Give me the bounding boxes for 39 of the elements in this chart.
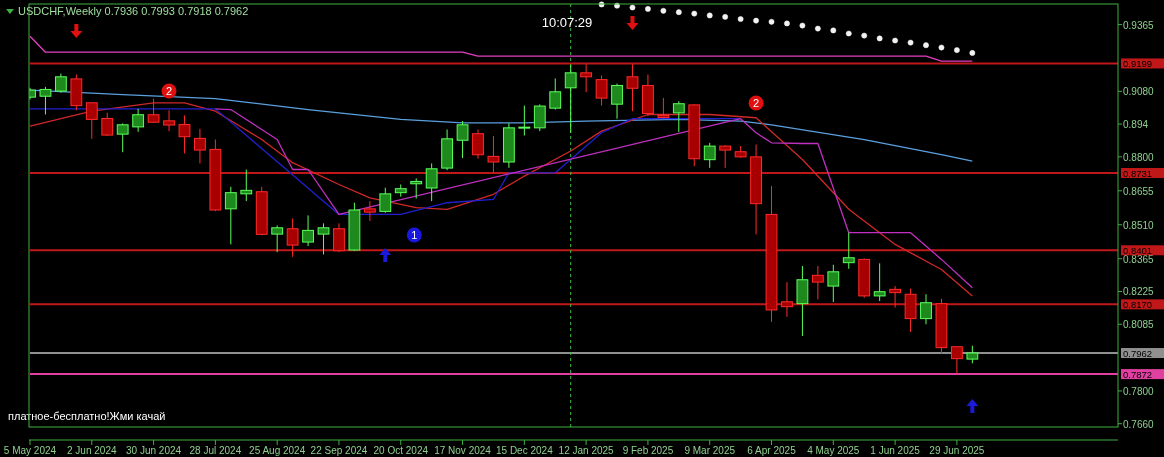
- y-tick-label: 0.8655: [1123, 185, 1155, 197]
- annotation: 1: [411, 229, 418, 241]
- annotation: 10:07:29: [541, 15, 593, 30]
- ref-line-label: 0.9199: [1123, 57, 1153, 69]
- y-tick-label: 0.8365: [1123, 253, 1155, 265]
- x-tick-label: 1 Jun 2025: [870, 445, 921, 456]
- x-tick-label: 22 Sep 2024: [310, 445, 368, 456]
- x-tick-label: 9 Feb 2025: [622, 445, 674, 456]
- x-tick-label: 30 Jun 2024: [126, 445, 182, 456]
- x-tick-label: 25 Aug 2024: [249, 445, 306, 456]
- annotation: 2: [753, 97, 760, 109]
- y-tick-label: 0.8225: [1123, 286, 1155, 298]
- y-tick-label: 0.894: [1123, 119, 1149, 131]
- x-tick-label: 15 Dec 2024: [495, 445, 554, 456]
- x-tick-label: 29 Jun 2025: [929, 445, 985, 456]
- x-tick-label: 9 Mar 2025: [684, 445, 736, 456]
- y-tick-label: 0.7660: [1123, 418, 1155, 430]
- x-tick-label: 17 Nov 2024: [434, 445, 492, 456]
- x-tick-label: 28 Jul 2024: [189, 445, 242, 456]
- y-tick-label: 0.9080: [1123, 86, 1155, 98]
- y-tick-label: 0.9365: [1123, 19, 1155, 31]
- annotation: платное-бесплатно!Жми качай: [8, 410, 166, 422]
- chart-title: USDCHF,Weekly 0.7936 0.7993 0.7918 0.7962: [18, 5, 249, 17]
- y-tick-label: 0.8800: [1123, 151, 1155, 163]
- ref-line-label: 0.8170: [1123, 298, 1153, 310]
- x-tick-label: 12 Jan 2025: [558, 445, 615, 456]
- ref-line-label: 0.8731: [1123, 167, 1153, 179]
- y-tick-label: 0.8510: [1123, 219, 1155, 231]
- ref-line-label: 0.7872: [1123, 368, 1153, 380]
- x-tick-label: 2 Jun 2024: [67, 445, 117, 456]
- y-tick-label: 0.8085: [1123, 319, 1155, 331]
- ref-line-label: 0.7962: [1123, 347, 1153, 359]
- x-tick-label: 5 May 2024: [3, 445, 57, 456]
- ref-line-label: 0.8401: [1123, 244, 1153, 256]
- x-tick-label: 20 Oct 2024: [373, 445, 429, 456]
- x-tick-label: 4 May 2025: [807, 445, 860, 456]
- y-tick-label: 0.7800: [1123, 385, 1155, 397]
- annotation: 2: [165, 85, 173, 97]
- x-tick-label: 6 Apr 2025: [747, 445, 797, 456]
